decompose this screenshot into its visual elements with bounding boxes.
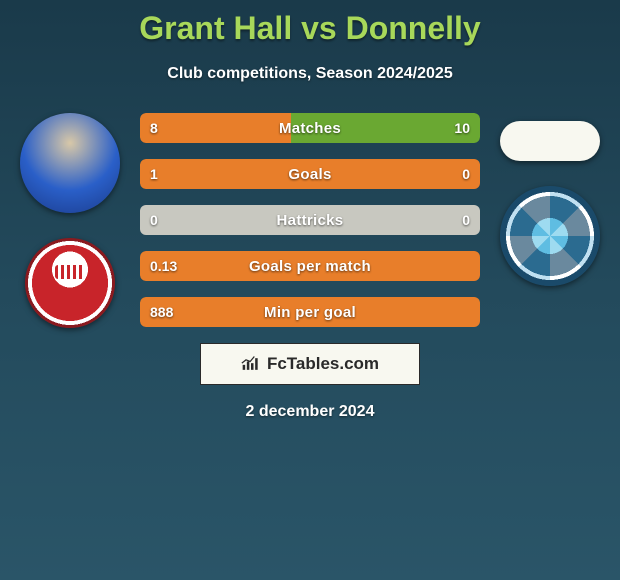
club-badge-right	[500, 186, 600, 286]
subtitle: Club competitions, Season 2024/2025	[0, 65, 620, 83]
player-photo-left	[20, 113, 120, 213]
stat-row: 10Goals	[140, 159, 480, 189]
chart-icon	[241, 356, 261, 372]
stat-label: Min per goal	[140, 297, 480, 327]
page-title: Grant Hall vs Donnelly	[0, 0, 620, 47]
brand-text: FcTables.com	[267, 354, 379, 374]
right-player-column	[490, 113, 610, 286]
stat-row: 0.13Goals per match	[140, 251, 480, 281]
stats-bars: 810Matches 10Goals 00Hattricks 0.13Goals pe…	[140, 113, 480, 327]
stat-label: Goals	[140, 159, 480, 189]
stat-row: 810Matches	[140, 113, 480, 143]
stat-label: Goals per match	[140, 251, 480, 281]
stat-row: 888Min per goal	[140, 297, 480, 327]
stat-label: Matches	[140, 113, 480, 143]
content: 810Matches 10Goals 00Hattricks 0.13Goals pe…	[0, 113, 620, 421]
stat-row: 00Hattricks	[140, 205, 480, 235]
stat-label: Hattricks	[140, 205, 480, 235]
brand-footer: FcTables.com	[200, 343, 420, 385]
club-badge-left	[25, 238, 115, 328]
left-player-column	[10, 113, 130, 328]
player-photo-right	[500, 121, 600, 161]
date-label: 2 december 2024	[0, 403, 620, 421]
